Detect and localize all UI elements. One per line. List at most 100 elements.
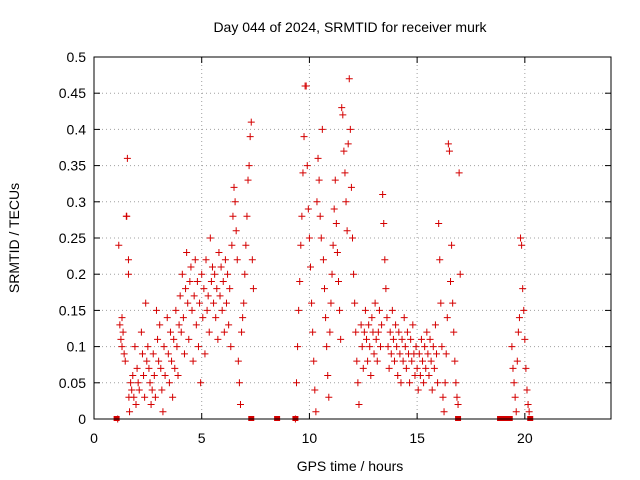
data-point <box>409 321 417 329</box>
x-axis-label: GPS time / hours <box>297 458 404 474</box>
data-point <box>455 169 463 177</box>
data-point <box>171 364 179 372</box>
data-point <box>363 335 371 343</box>
data-point <box>176 292 184 300</box>
data-point <box>524 401 532 409</box>
data-point <box>234 357 242 365</box>
x-tick-label: 10 <box>302 430 318 446</box>
data-point <box>318 125 326 133</box>
data-point <box>510 379 518 387</box>
data-point <box>420 379 428 387</box>
data-point <box>178 270 186 278</box>
data-point <box>383 314 391 322</box>
data-point <box>197 379 205 387</box>
data-point <box>346 125 354 133</box>
data-point <box>151 393 159 401</box>
data-point <box>374 328 382 336</box>
data-point <box>352 328 360 336</box>
data-point <box>231 198 239 206</box>
data-point <box>206 234 214 242</box>
data-point <box>333 248 341 256</box>
data-point <box>373 357 381 365</box>
data-point <box>127 379 135 387</box>
y-tick-label: 0.2 <box>67 266 87 282</box>
data-point <box>187 263 195 271</box>
y-tick-label: 0.5 <box>67 49 87 65</box>
data-point <box>456 270 464 278</box>
data-point <box>438 343 446 351</box>
data-point <box>129 372 137 380</box>
data-point <box>192 321 200 329</box>
data-point <box>124 256 132 264</box>
data-point <box>148 386 156 394</box>
data-point <box>247 118 255 126</box>
y-tick-label: 0.1 <box>67 339 87 355</box>
data-point <box>511 393 519 401</box>
data-point <box>386 328 394 336</box>
data-point <box>452 379 460 387</box>
data-point <box>454 401 462 409</box>
data-point <box>154 335 162 343</box>
data-point <box>242 241 250 249</box>
data-point <box>203 306 211 314</box>
data-point <box>361 306 369 314</box>
data-point <box>228 241 236 249</box>
data-point <box>316 212 324 220</box>
data-point <box>130 393 138 401</box>
data-point <box>314 154 322 162</box>
data-point <box>443 314 451 322</box>
data-point <box>517 234 525 242</box>
data-point <box>315 176 323 184</box>
data-point <box>407 335 415 343</box>
data-point <box>439 393 447 401</box>
data-point <box>379 191 387 199</box>
data-point <box>185 335 193 343</box>
data-point <box>152 306 160 314</box>
data-point <box>406 379 414 387</box>
data-point <box>233 256 241 264</box>
data-point <box>235 379 243 387</box>
data-point <box>444 140 452 148</box>
data-point <box>132 401 140 409</box>
data-point <box>120 350 128 358</box>
data-point <box>196 299 204 307</box>
data-point <box>364 357 372 365</box>
data-point <box>453 393 461 401</box>
data-point <box>328 270 336 278</box>
data-point <box>213 285 221 293</box>
data-point <box>238 328 246 336</box>
data-point <box>417 335 425 343</box>
x-tick-label: 0 <box>90 430 98 446</box>
data-point <box>403 328 411 336</box>
data-point <box>123 154 131 162</box>
data-point <box>249 285 257 293</box>
data-point <box>248 256 256 264</box>
data-point <box>210 299 218 307</box>
data-point <box>509 364 517 372</box>
data-point <box>212 314 220 322</box>
data-point <box>382 285 390 293</box>
data-point <box>166 328 174 336</box>
data-point <box>326 328 334 336</box>
data-point <box>422 364 430 372</box>
data-point <box>240 299 248 307</box>
data-point <box>435 220 443 228</box>
data-point <box>168 357 176 365</box>
data-point <box>366 343 374 351</box>
data-point <box>161 372 169 380</box>
data-point <box>447 277 455 285</box>
data-point <box>512 408 520 416</box>
data-point <box>424 350 432 358</box>
data-point <box>441 379 449 387</box>
data-point <box>368 314 376 322</box>
data-point <box>445 147 453 155</box>
data-point <box>229 212 237 220</box>
data-point <box>304 205 312 213</box>
data-point <box>308 299 316 307</box>
data-point <box>419 357 427 365</box>
data-point <box>118 343 126 351</box>
data-point <box>295 306 303 314</box>
data-point <box>354 379 362 387</box>
data-point <box>217 263 225 271</box>
